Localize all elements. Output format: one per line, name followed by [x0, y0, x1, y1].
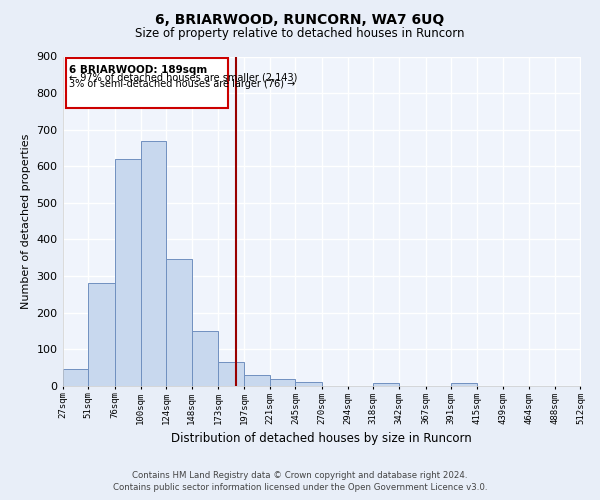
Text: Size of property relative to detached houses in Runcorn: Size of property relative to detached ho… [135, 28, 465, 40]
Bar [244, 375, 270, 386]
X-axis label: Distribution of detached houses by size in Runcorn: Distribution of detached houses by size … [171, 432, 472, 445]
Text: 6, BRIARWOOD, RUNCORN, WA7 6UQ: 6, BRIARWOOD, RUNCORN, WA7 6UQ [155, 12, 445, 26]
Y-axis label: Number of detached properties: Number of detached properties [21, 134, 31, 309]
Bar [192, 331, 218, 386]
Bar [62, 370, 88, 386]
Bar [66, 58, 228, 108]
Text: Contains HM Land Registry data © Crown copyright and database right 2024.
Contai: Contains HM Land Registry data © Crown c… [113, 471, 487, 492]
Bar [140, 140, 166, 386]
Bar [88, 284, 115, 386]
Bar [166, 258, 192, 386]
Bar [373, 383, 399, 386]
Text: 3% of semi-detached houses are larger (76) →: 3% of semi-detached houses are larger (7… [69, 79, 295, 89]
Text: 6 BRIARWOOD: 189sqm: 6 BRIARWOOD: 189sqm [69, 65, 207, 75]
Bar [270, 378, 295, 386]
Bar [115, 159, 140, 386]
Bar [451, 383, 477, 386]
Text: ← 97% of detached houses are smaller (2,143): ← 97% of detached houses are smaller (2,… [69, 72, 298, 82]
Bar [218, 362, 244, 386]
Bar [295, 382, 322, 386]
